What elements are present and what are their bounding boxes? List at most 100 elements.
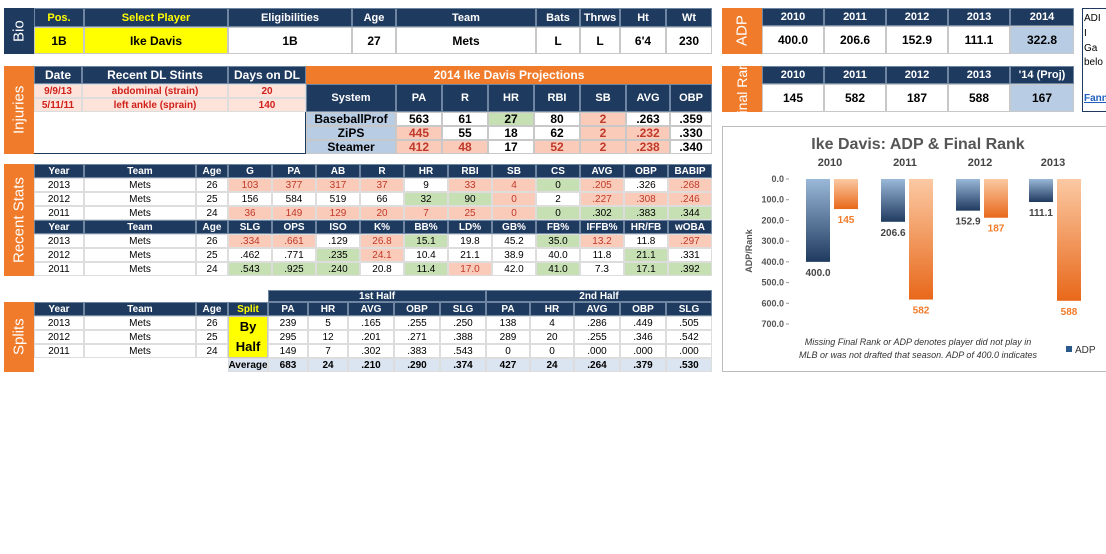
average-value: .374 bbox=[440, 358, 486, 372]
projection-row: 2 bbox=[580, 140, 626, 154]
bar bbox=[881, 179, 905, 222]
stats-row: 25 bbox=[196, 192, 228, 206]
rank-value: 588 bbox=[948, 84, 1010, 112]
adp-header: 2011 bbox=[824, 8, 886, 26]
stats-row: 317 bbox=[316, 178, 360, 192]
split-row: .271 bbox=[394, 330, 440, 344]
split-row: .165 bbox=[348, 316, 394, 330]
data-label: 111.1 bbox=[1029, 208, 1053, 219]
stats-row: 149 bbox=[272, 206, 316, 220]
split-row: .286 bbox=[574, 316, 620, 330]
side-note-box bbox=[1082, 8, 1106, 112]
stats-row: 21.1 bbox=[624, 248, 668, 262]
x-tick-label: 2010 bbox=[818, 157, 842, 169]
split-row: 12 bbox=[308, 330, 348, 344]
split-row: 149 bbox=[268, 344, 308, 358]
x-tick-label: 2013 bbox=[1041, 157, 1065, 169]
injury-row: 9/9/13 bbox=[34, 84, 82, 98]
data-label: 582 bbox=[913, 306, 930, 317]
legend-swatch bbox=[1066, 346, 1072, 352]
projection-row: 55 bbox=[442, 126, 488, 140]
split-row: .000 bbox=[666, 344, 712, 358]
bar bbox=[984, 179, 1008, 218]
stats-row: 2011 bbox=[34, 262, 84, 276]
stats-row: 66 bbox=[360, 192, 404, 206]
y-tick-label: 300.0 bbox=[761, 236, 784, 246]
section-label: ADP bbox=[722, 8, 762, 54]
split-row: .505 bbox=[666, 316, 712, 330]
stats-row: 10.4 bbox=[404, 248, 448, 262]
stats-row: 20 bbox=[360, 206, 404, 220]
split-row: 5 bbox=[308, 316, 348, 330]
split-row: .302 bbox=[348, 344, 394, 358]
side-note-text: Fann bbox=[1084, 92, 1106, 104]
split-header: AVG bbox=[348, 302, 394, 316]
split-row: 239 bbox=[268, 316, 308, 330]
split-header: HR bbox=[308, 302, 348, 316]
stats-row: 11.8 bbox=[624, 234, 668, 248]
stats-row: 15.1 bbox=[404, 234, 448, 248]
stats-header: SLG bbox=[228, 220, 272, 234]
bio-value: 6'4 bbox=[620, 27, 666, 54]
projection-row: 445 bbox=[396, 126, 442, 140]
stats-row: .326 bbox=[624, 178, 668, 192]
split-row: 295 bbox=[268, 330, 308, 344]
split-row: .255 bbox=[574, 330, 620, 344]
bio-header: Wt bbox=[666, 8, 712, 27]
projection-row: 52 bbox=[534, 140, 580, 154]
stats-row: 21.1 bbox=[448, 248, 492, 262]
stats-row: 9 bbox=[404, 178, 448, 192]
section-label: Final Rank bbox=[722, 66, 762, 112]
stats-header: AVG bbox=[580, 164, 624, 178]
stats-row: .235 bbox=[316, 248, 360, 262]
bar bbox=[806, 179, 830, 262]
projection-row: .232 bbox=[626, 126, 670, 140]
average-value: .379 bbox=[620, 358, 666, 372]
stats-row: 17.1 bbox=[624, 262, 668, 276]
stats-row: .331 bbox=[668, 248, 712, 262]
split-row: 26 bbox=[196, 316, 228, 330]
split-row: .201 bbox=[348, 330, 394, 344]
stats-row: .344 bbox=[668, 206, 712, 220]
projection-header: System bbox=[306, 84, 396, 112]
rank-value: 167 bbox=[1010, 84, 1074, 112]
stats-row: Mets bbox=[84, 234, 196, 248]
stats-row: .334 bbox=[228, 234, 272, 248]
bar bbox=[1029, 179, 1053, 203]
legend-label: ADP bbox=[1075, 345, 1096, 356]
stats-header: OBP bbox=[624, 164, 668, 178]
split-group: 1st Half bbox=[268, 290, 486, 302]
stats-row: 0 bbox=[492, 192, 536, 206]
split-row: 24 bbox=[196, 344, 228, 358]
stats-row: 11.4 bbox=[404, 262, 448, 276]
split-header: OBP bbox=[394, 302, 440, 316]
stats-header: AB bbox=[316, 164, 360, 178]
adp-header: 2012 bbox=[886, 8, 948, 26]
stats-row: .268 bbox=[668, 178, 712, 192]
split-header: Age bbox=[196, 302, 228, 316]
bio-value: Ike Davis bbox=[84, 27, 228, 54]
projection-header: SB bbox=[580, 84, 626, 112]
injury-header: Days on DL bbox=[228, 66, 306, 84]
split-row: .250 bbox=[440, 316, 486, 330]
rank-header: 2012 bbox=[886, 66, 948, 84]
bio-header: Thrws bbox=[580, 8, 620, 27]
stats-row: Mets bbox=[84, 206, 196, 220]
stats-row: 4 bbox=[492, 178, 536, 192]
stats-row: 38.9 bbox=[492, 248, 536, 262]
bio-value: 1B bbox=[228, 27, 352, 54]
adp-header: 2010 bbox=[762, 8, 824, 26]
projection-row: 2 bbox=[580, 126, 626, 140]
rank-header: 2010 bbox=[762, 66, 824, 84]
average-value: .210 bbox=[348, 358, 394, 372]
stats-row: .129 bbox=[316, 234, 360, 248]
bar bbox=[1057, 179, 1081, 301]
rank-value: 145 bbox=[762, 84, 824, 112]
side-note-text: Ga bbox=[1084, 42, 1098, 54]
stats-row: 24 bbox=[196, 262, 228, 276]
split-row: Mets bbox=[84, 344, 196, 358]
y-tick-label: 600.0 bbox=[761, 298, 784, 308]
stats-row: .297 bbox=[668, 234, 712, 248]
data-label: 152.9 bbox=[955, 217, 980, 228]
stats-row: 25 bbox=[448, 206, 492, 220]
